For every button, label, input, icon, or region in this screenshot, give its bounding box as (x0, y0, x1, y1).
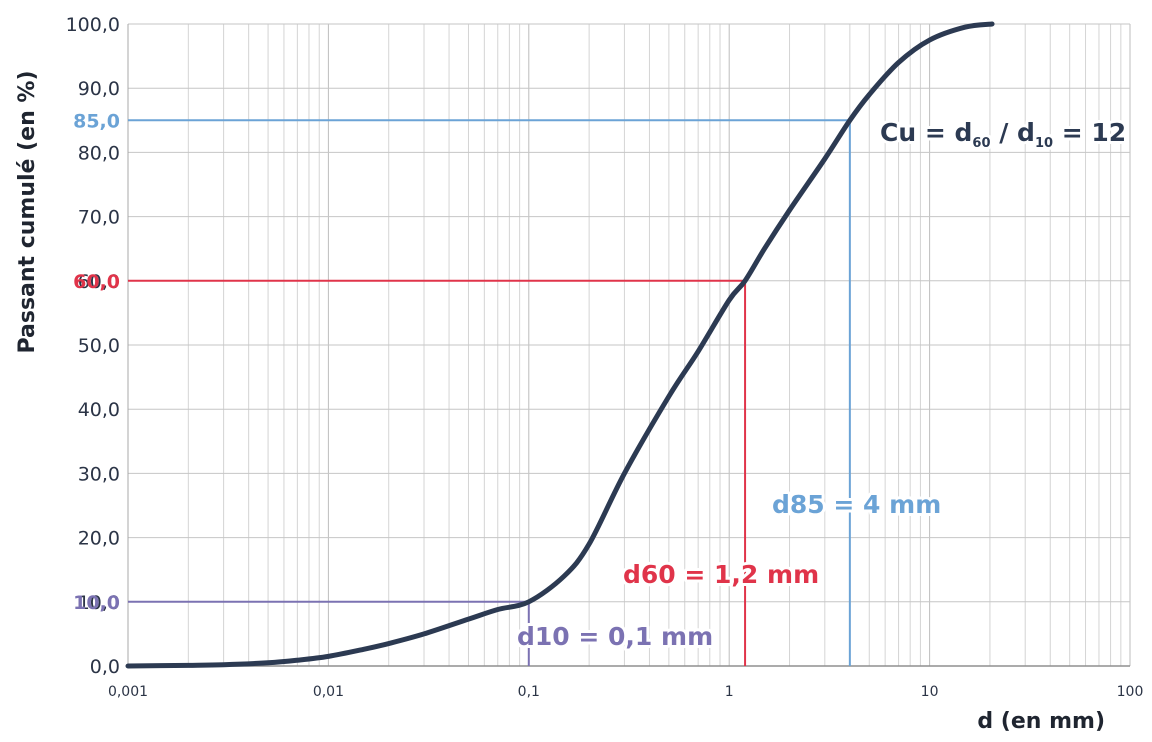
cu-sub-10: 10 (1035, 136, 1053, 151)
x-axis-title: d (en mm) (977, 709, 1105, 734)
y-tick-label: 100,0 (66, 14, 120, 36)
y-axis-title: Passant cumulé (en %) (15, 70, 40, 353)
cu-suffix: = 12 (1053, 118, 1126, 147)
reference-lines (128, 119, 851, 666)
y-tick-labels: 0,0 10,0 20,0 30,0 40,0 50,0 60,0 70,0 80,0 90,0 1… (66, 14, 120, 678)
y-tick-label: 90,0 (78, 78, 120, 100)
y-tick-label-highlight: 85,0 (73, 110, 120, 132)
y-tick-label: 70,0 (78, 207, 120, 229)
x-tick-label: 1 (725, 684, 734, 700)
y-tick-label: 20,0 (78, 528, 120, 550)
y-tick-label: 30,0 (78, 463, 120, 485)
annotation-d10: d10 = 0,1 mm (517, 622, 713, 651)
y-tick-label: 60,0 (78, 271, 120, 293)
y-tick-label: 10,0 (78, 592, 120, 614)
x-tick-labels: 0,001 0,01 0,1 1 10 100 (108, 684, 1143, 700)
y-tick-label: 0,0 (90, 656, 120, 678)
x-tick-label: 10 (921, 684, 939, 700)
x-tick-label: 0,01 (313, 684, 344, 700)
annotation-d85: d85 = 4 mm (772, 490, 941, 519)
annotation-d60: d60 = 1,2 mm (623, 560, 819, 589)
x-tick-label: 0,1 (518, 684, 540, 700)
y-tick-label: 50,0 (78, 335, 120, 357)
cu-prefix: Cu = d (880, 118, 972, 147)
y-tick-label-highlight: 10,0 (73, 592, 120, 614)
y-tick-label: 80,0 (78, 142, 120, 164)
annotation-cu: Cu = d60 / d10 = 12 (880, 118, 1126, 151)
series-line-0 (125, 21, 995, 669)
y-tick-label: 40,0 (78, 399, 120, 421)
cu-mid: / d (991, 118, 1035, 147)
series-layer (125, 21, 995, 669)
cu-sub-60: 60 (972, 136, 990, 151)
x-tick-label: 100 (1117, 684, 1144, 700)
x-tick-label: 0,001 (108, 684, 148, 700)
y-tick-label-highlight: 60,0 (73, 271, 120, 293)
